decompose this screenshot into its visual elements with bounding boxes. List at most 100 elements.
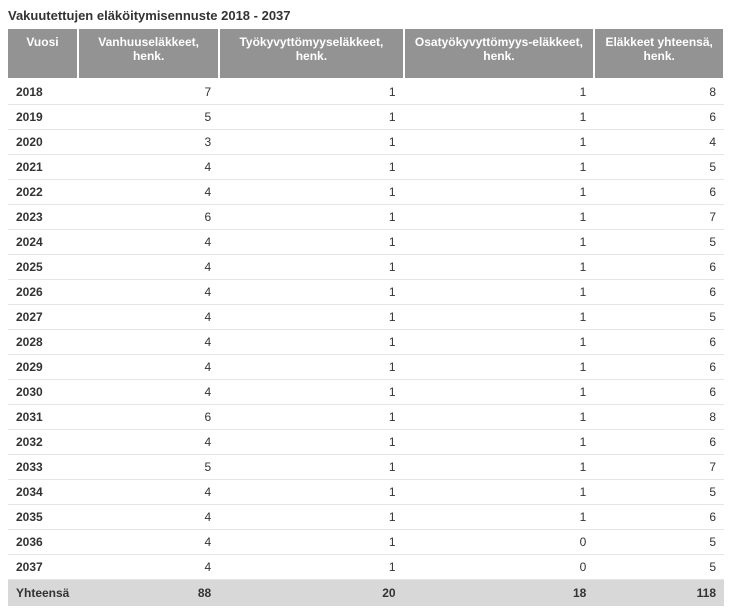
footer-oldage: 88 [78,580,219,607]
cell-year: 2037 [8,555,78,580]
cell-value: 6 [594,105,724,130]
cell-value: 1 [404,380,595,405]
table-row: 20364105 [8,530,724,555]
cell-year: 2025 [8,255,78,280]
cell-value: 1 [404,130,595,155]
cell-year: 2023 [8,205,78,230]
cell-value: 4 [78,355,219,380]
table-row: 20316118 [8,405,724,430]
cell-value: 1 [219,380,403,405]
cell-value: 1 [219,555,403,580]
cell-value: 1 [404,480,595,505]
cell-value: 4 [78,530,219,555]
cell-value: 4 [78,305,219,330]
cell-year: 2028 [8,330,78,355]
cell-value: 1 [404,105,595,130]
table-row: 20224116 [8,180,724,205]
cell-value: 1 [219,155,403,180]
cell-value: 1 [219,330,403,355]
table-row: 20244115 [8,230,724,255]
cell-year: 2019 [8,105,78,130]
col-header-year: Vuosi [8,29,78,79]
footer-label: Yhteensä [8,580,78,607]
cell-year: 2020 [8,130,78,155]
cell-value: 1 [404,430,595,455]
cell-year: 2030 [8,380,78,405]
cell-value: 6 [594,380,724,405]
cell-value: 7 [594,205,724,230]
cell-value: 1 [404,79,595,105]
cell-value: 5 [594,305,724,330]
cell-year: 2031 [8,405,78,430]
cell-value: 1 [219,205,403,230]
table-row: 20304116 [8,380,724,405]
cell-value: 1 [219,230,403,255]
table-row: 20344115 [8,480,724,505]
cell-year: 2018 [8,79,78,105]
table-body: 2018711820195116202031142021411520224116… [8,79,724,580]
cell-value: 3 [78,130,219,155]
cell-value: 1 [219,430,403,455]
cell-year: 2032 [8,430,78,455]
cell-value: 8 [594,79,724,105]
cell-value: 1 [404,255,595,280]
cell-value: 4 [78,505,219,530]
cell-value: 4 [78,230,219,255]
cell-value: 4 [78,155,219,180]
cell-year: 2033 [8,455,78,480]
cell-value: 4 [78,255,219,280]
table-row: 20274115 [8,305,724,330]
col-header-total: Eläkkeet yhteensä, henk. [594,29,724,79]
table-row: 20254116 [8,255,724,280]
cell-value: 5 [594,555,724,580]
table-row: 20324116 [8,430,724,455]
footer-partial: 18 [404,580,595,607]
table-row: 20294116 [8,355,724,380]
table-row: 20203114 [8,130,724,155]
cell-value: 6 [594,330,724,355]
cell-value: 4 [78,555,219,580]
table-footer: Yhteensä 88 20 18 118 [8,580,724,607]
table-row: 20214115 [8,155,724,180]
table-header: Vuosi Vanhuuseläkkeet, henk. Työkyvyttöm… [8,29,724,79]
cell-value: 4 [78,330,219,355]
cell-value: 6 [594,255,724,280]
cell-value: 1 [219,180,403,205]
footer-total: 118 [594,580,724,607]
cell-value: 5 [594,155,724,180]
cell-value: 1 [404,180,595,205]
cell-value: 4 [78,430,219,455]
cell-year: 2021 [8,155,78,180]
cell-value: 4 [78,280,219,305]
forecast-table: Vuosi Vanhuuseläkkeet, henk. Työkyvyttöm… [8,29,725,606]
cell-value: 4 [78,380,219,405]
cell-value: 4 [78,180,219,205]
cell-value: 1 [219,505,403,530]
table-row: 20236117 [8,205,724,230]
cell-year: 2022 [8,180,78,205]
cell-value: 1 [219,405,403,430]
cell-year: 2036 [8,530,78,555]
cell-value: 1 [404,330,595,355]
footer-disability: 20 [219,580,403,607]
cell-value: 8 [594,405,724,430]
cell-value: 1 [404,230,595,255]
cell-value: 1 [219,355,403,380]
cell-value: 1 [219,305,403,330]
cell-value: 4 [594,130,724,155]
col-header-oldage: Vanhuuseläkkeet, henk. [78,29,219,79]
cell-value: 1 [219,255,403,280]
cell-value: 1 [404,280,595,305]
cell-value: 1 [219,480,403,505]
cell-value: 1 [404,505,595,530]
table-row: 20354116 [8,505,724,530]
cell-year: 2024 [8,230,78,255]
cell-value: 7 [594,455,724,480]
cell-value: 5 [594,480,724,505]
col-header-partial: Osatyökyvyttömyys-eläkkeet, henk. [404,29,595,79]
table-row: 20374105 [8,555,724,580]
cell-year: 2026 [8,280,78,305]
col-header-disability: Työkyvyttömyyseläkkeet, henk. [219,29,403,79]
cell-value: 0 [404,530,595,555]
cell-value: 4 [78,480,219,505]
